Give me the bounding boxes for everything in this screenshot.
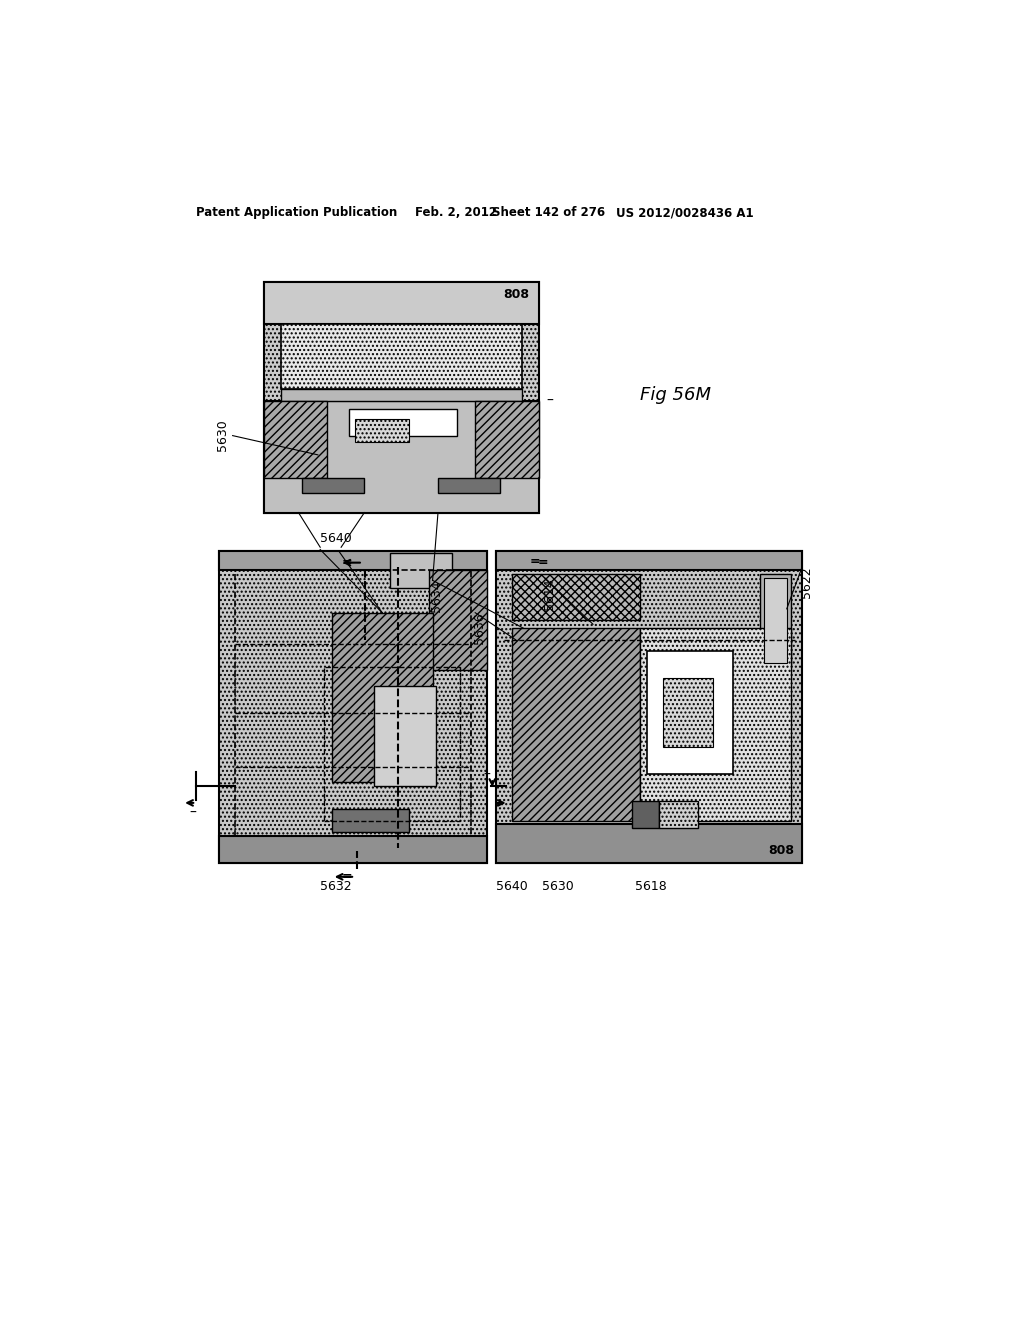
Text: 5636: 5636 (473, 612, 485, 644)
Bar (512, 628, 640, 821)
Bar (332, 809, 410, 832)
Bar (355, 418, 410, 442)
Bar (647, 651, 732, 775)
Text: 5632: 5632 (319, 880, 351, 892)
Bar (281, 389, 521, 401)
Text: –: – (547, 393, 553, 408)
Text: 5630: 5630 (543, 880, 574, 892)
Bar (632, 801, 658, 829)
Text: 5640: 5640 (319, 532, 351, 545)
Bar (496, 552, 802, 863)
Bar (302, 478, 365, 494)
Bar (263, 401, 328, 478)
Bar (219, 552, 486, 863)
Bar (658, 801, 697, 829)
Text: Sheet 142 of 276: Sheet 142 of 276 (493, 206, 605, 219)
Text: Patent Application Publication: Patent Application Publication (197, 206, 397, 219)
Bar (281, 323, 521, 389)
Text: –: – (188, 807, 196, 820)
Bar (429, 570, 486, 671)
Text: 808: 808 (768, 843, 795, 857)
Bar (349, 409, 458, 436)
Bar (496, 552, 802, 570)
Bar (263, 281, 539, 512)
Text: =: = (529, 556, 541, 569)
Text: 5618: 5618 (635, 880, 667, 892)
Text: 5640: 5640 (496, 880, 527, 892)
Text: Feb. 2, 2012: Feb. 2, 2012 (415, 206, 497, 219)
Text: 5614: 5614 (543, 578, 556, 610)
Bar (219, 836, 486, 863)
Bar (640, 628, 791, 821)
Text: =: = (342, 556, 352, 569)
Bar (390, 553, 452, 589)
Bar (332, 612, 432, 781)
Bar (760, 574, 791, 667)
Bar (324, 667, 460, 821)
Text: 808: 808 (504, 288, 529, 301)
Bar (764, 578, 786, 663)
Bar (496, 825, 802, 863)
Bar (263, 281, 539, 323)
Text: =: = (538, 556, 548, 569)
Bar (663, 678, 713, 747)
Text: =: = (342, 870, 352, 883)
Text: 5630: 5630 (216, 420, 228, 451)
Text: 5634: 5634 (430, 581, 443, 612)
Bar (375, 686, 436, 785)
Bar (438, 478, 500, 494)
Text: –: – (483, 767, 490, 781)
Bar (475, 401, 539, 478)
Bar (512, 574, 640, 620)
Bar (263, 401, 539, 512)
Text: 5622: 5622 (800, 566, 813, 598)
Text: US 2012/0028436 A1: US 2012/0028436 A1 (616, 206, 754, 219)
Bar (234, 570, 471, 836)
Bar (219, 552, 486, 570)
Text: Fig 56M: Fig 56M (640, 385, 711, 404)
